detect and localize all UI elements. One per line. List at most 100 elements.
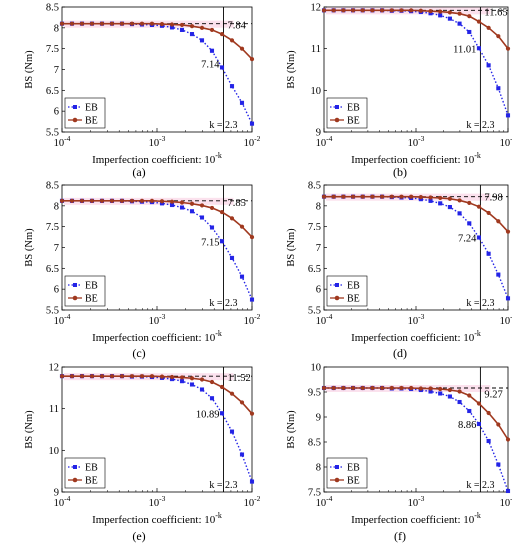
value-annotation: 11.65 [484,8,507,19]
point-be [380,194,385,199]
point-be [399,194,404,199]
point-be [467,14,472,19]
y-tick-label: 8 [316,201,321,212]
point-be [370,385,375,391]
point-be [99,21,105,26]
k-label: k = 2.3 [466,480,494,491]
point-be [409,8,414,13]
point-be [505,437,511,442]
point-be [418,194,423,200]
point-be [59,21,65,26]
legend-marker-be [334,295,340,301]
point-be [209,379,215,385]
legend-label: EB [85,281,98,292]
point-be [219,31,225,37]
k-label: k = 2.3 [209,298,237,309]
point-be [360,194,365,199]
point-eb [219,65,225,70]
x-tick-label: 10-3 [408,494,425,509]
point-be [341,194,346,199]
k-label: k = 2.3 [209,120,237,131]
y-tick-label: 6.5 [308,264,321,275]
legend-label: EB [347,281,360,292]
point-be [428,195,433,200]
y-tick-label: 7 [54,65,59,76]
point-be [350,385,356,391]
point-be [79,198,85,203]
point-be [209,205,215,211]
y-axis-label: BS (Nm) [286,410,297,449]
legend-box [64,275,106,307]
y-tick-label: 7.5 [308,488,321,499]
chart-panel-e: 9 10 11 12 10-4 10-3 10-2 BS (Nm) Imperfection c… [24,363,261,544]
point-be [496,219,501,224]
point-eb [189,382,195,387]
point-be [89,374,95,379]
point-eb [438,13,443,18]
x-axis-label: Imperfection coefficient: 10-k [351,151,481,166]
y-tick-label: 9 [316,128,321,139]
point-eb [179,27,185,32]
point-be [476,204,482,209]
point-be [467,393,472,398]
y-axis-label: BS (Nm) [286,50,297,89]
point-be [321,8,327,13]
point-be [79,374,85,379]
point-be [89,198,95,203]
point-eb [239,452,245,457]
point-be [239,224,245,229]
x-axis-label: Imperfection coefficient: 10-k [92,329,222,344]
point-be [360,385,365,391]
point-be [350,194,356,199]
k-label: k = 2.3 [209,480,237,491]
point-be [399,8,404,13]
y-tick-label: 8 [54,23,59,34]
point-be [447,196,452,201]
legend-box [326,275,368,307]
point-be [149,374,155,379]
point-eb [505,488,511,494]
point-be [109,374,115,379]
point-eb [496,86,501,91]
point-be [341,385,346,391]
point-be [149,198,155,203]
point-be [59,374,65,379]
point-be [389,194,394,199]
legend-marker-eb [73,465,77,469]
y-axis-label: BS (Nm) [24,410,35,449]
point-be [249,56,255,62]
y-tick-label: 12 [311,3,322,14]
legend-label: EB [347,463,360,474]
y-tick-label: 7 [54,243,59,254]
k-label: k = 2.3 [466,298,494,309]
point-eb [467,29,472,35]
x-tick-label: 10-2 [500,312,512,327]
point-be [99,374,105,379]
legend-marker-be [72,477,78,483]
y-tick-label: 7 [316,243,321,254]
point-eb [249,121,255,126]
point-be [179,22,185,28]
x-axis-label: Imperfection coefficient: 10-k [351,329,481,344]
y-axis-label: BS (Nm) [286,228,297,267]
point-be [189,376,195,381]
legend-label: BE [347,294,360,305]
series-line-eb [324,195,509,299]
point-be [389,385,394,391]
point-be [119,198,125,203]
legend-box [326,457,368,489]
point-be [69,198,75,203]
point-eb [229,255,235,260]
y-tick-label: 10 [49,446,60,457]
point-be [209,27,215,33]
legend-marker-eb [73,105,77,109]
point-eb [467,408,472,414]
point-be [239,400,245,405]
point-be [189,201,195,206]
point-eb [505,296,511,301]
point-be [189,24,195,29]
point-eb [179,379,185,384]
x-tick-label: 10-2 [244,494,261,509]
value-annotation: 7.24 [458,234,477,245]
point-be [149,21,155,26]
